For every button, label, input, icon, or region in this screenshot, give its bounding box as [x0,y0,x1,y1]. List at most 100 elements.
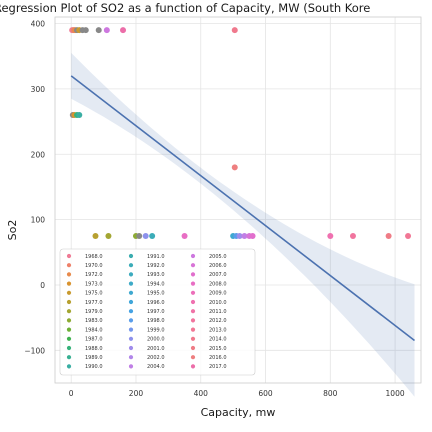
data-point [149,232,156,239]
legend-label: 2017.0 [209,364,227,370]
y-tick-label: 400 [31,20,46,29]
legend-marker [128,309,134,314]
legend-marker [128,364,134,369]
legend-label: 1975.0 [85,291,103,297]
data-point [231,27,238,34]
data-point [103,27,110,34]
legend-label: 2004.0 [147,364,165,370]
legend-label: 1995.0 [147,291,165,297]
legend-marker [190,290,196,295]
legend-marker [190,309,196,314]
y-tick-label: 100 [31,216,46,225]
legend-label: 1997.0 [147,309,165,315]
legend-marker [128,336,134,341]
confidence-band [71,52,415,397]
y-axis-ticks: −100 0 100 200 300 400 [24,20,45,356]
regression-line [70,75,416,342]
legend-marker [190,263,196,268]
data-point [136,232,143,239]
data-point [231,164,238,171]
x-tick-label: 200 [129,389,144,398]
x-axis-label: Capacity, mw [201,406,276,419]
legend-marker [128,345,134,351]
y-tick-label: −100 [24,346,45,355]
x-tick-label: 0 [69,389,74,398]
legend-label: 1990.0 [85,364,103,370]
x-tick-label: 400 [194,389,209,398]
legend-label: 1968.0 [85,254,103,260]
data-point [95,27,102,34]
legend-label: 1983.0 [85,318,103,324]
legend-marker [66,318,72,323]
data-point [142,232,149,239]
chart-title: Regression Plot of SO2 as a function of … [0,1,370,15]
legend-marker [66,299,72,305]
legend-marker [190,364,196,369]
legend-marker [66,309,72,314]
legend-marker [190,355,196,360]
legend-label: 2000.0 [147,337,165,343]
chart-legend: 1968.0 1970.0 1972.0 1973.0 1975.0 1977.0 1979… [59,248,256,376]
legend-marker [128,253,134,259]
x-tick-label: 800 [323,389,338,398]
data-point [249,232,256,239]
legend-marker [66,281,72,286]
legend-marker [128,299,134,305]
legend-marker [66,263,72,268]
y-tick-label: 0 [40,281,45,290]
legend-marker [190,327,196,332]
legend-label: 2012.0 [209,318,227,324]
legend-box [59,248,256,376]
legend-marker [66,272,72,277]
legend-marker [190,318,196,323]
legend-label: 1989.0 [85,355,103,361]
legend-marker [128,318,134,323]
legend-label: 2006.0 [209,263,227,269]
legend-label: 2002.0 [147,355,165,361]
legend-label: 1992.0 [147,263,165,269]
x-axis-ticks: 0 200 400 600 800 1000 [69,389,405,398]
data-point [241,232,248,239]
data-point [92,232,99,239]
legend-marker [190,299,196,305]
y-tick-label: 300 [31,85,46,94]
legend-label: 1970.0 [85,263,103,269]
legend-label: 1973.0 [85,281,103,287]
legend-label: 2010.0 [209,300,227,306]
legend-label: 2015.0 [209,346,227,352]
legend-label: 1977.0 [85,300,103,306]
legend-marker [190,253,196,259]
legend-marker [66,355,72,360]
legend-label: 2013.0 [209,327,227,333]
scatter-points [69,27,412,239]
data-point [327,232,334,239]
legend-marker [128,327,134,332]
legend-label: 1987.0 [85,337,103,343]
x-tick-label: 600 [258,389,273,398]
legend-label: 1998.0 [147,318,165,324]
data-point [76,112,83,119]
data-point [181,232,188,239]
data-point [349,232,356,239]
legend-label: 1972.0 [85,272,103,278]
legend-marker [128,290,134,295]
y-tick-label: 200 [31,150,46,159]
data-point [82,27,89,34]
legend-label: 1994.0 [147,281,165,287]
legend-marker [66,336,72,341]
legend-marker [190,336,196,341]
legend-label: 2007.0 [209,272,227,278]
legend-label: 2005.0 [209,254,227,260]
legend-marker [190,281,196,286]
legend-label: 1996.0 [147,300,165,306]
plot-area-border [54,16,422,384]
legend-marker [66,253,72,259]
legend-label: 2008.0 [209,281,227,287]
legend-marker [128,263,134,268]
grid-lines [55,17,421,383]
legend-marker [66,345,72,351]
legend-label: 2011.0 [209,309,227,315]
data-point [120,27,127,34]
legend-label: 1979.0 [85,309,103,315]
